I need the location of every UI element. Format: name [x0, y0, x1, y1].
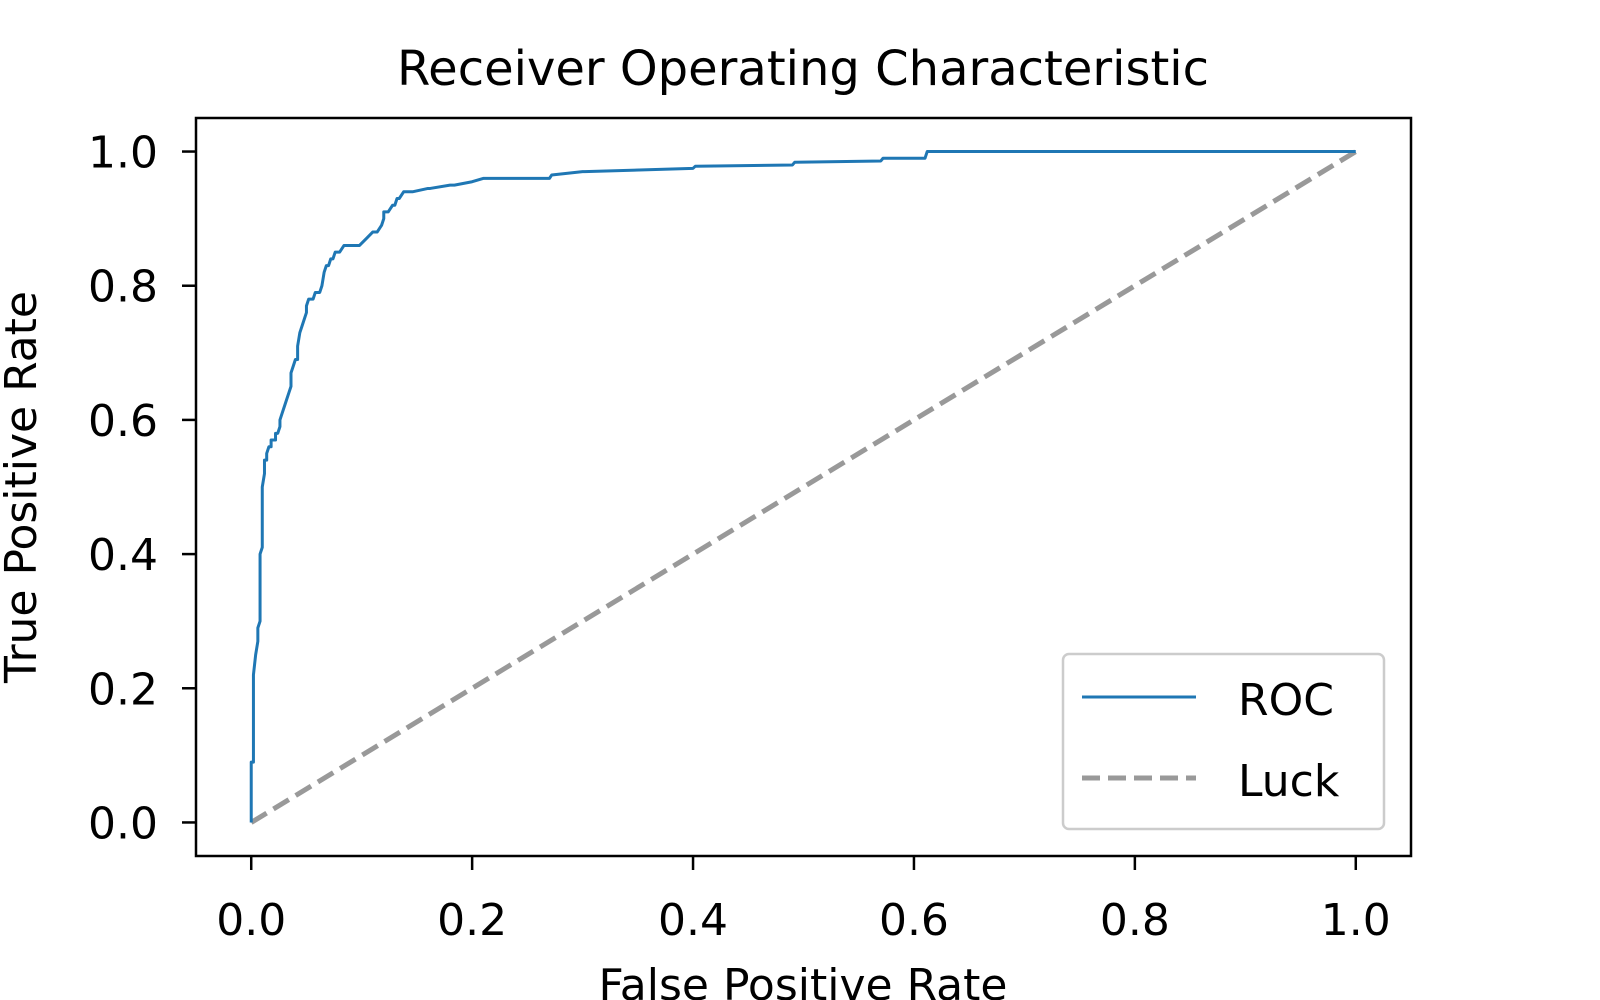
series-line-roc: [249, 150, 1356, 823]
series-line-luck: [249, 149, 1358, 825]
chart-title: Receiver Operating Characteristic: [397, 41, 1209, 97]
legend: ROC Luck: [1061, 652, 1386, 831]
x-tick-label: 0.6: [879, 895, 949, 946]
x-tick-label: 1.0: [1321, 895, 1391, 946]
y-tick-label: 0.2: [88, 664, 158, 715]
x-tick-label: 0.0: [216, 895, 286, 946]
y-tick-label: 0.6: [88, 396, 158, 447]
x-axis: 0.0 0.2 0.4 0.6 0.8 1.0: [216, 856, 1391, 946]
y-axis: 0.0 0.2 0.4 0.6 0.8 1.0: [88, 128, 196, 849]
plot-area: [249, 149, 1358, 825]
y-tick-label: 0.4: [88, 530, 158, 581]
y-tick-label: 0.8: [88, 262, 158, 313]
x-tick-label: 0.2: [437, 895, 507, 946]
plot-frame: [194, 116, 1413, 858]
legend-label-luck: Luck: [1238, 756, 1340, 807]
y-tick-label: 0.0: [88, 798, 158, 849]
x-axis-label: False Positive Rate: [599, 960, 1008, 1000]
y-axis-label: True Positive Rate: [0, 291, 47, 684]
y-tick-label: 1.0: [88, 128, 158, 179]
x-tick-label: 0.4: [658, 895, 728, 946]
legend-label-roc: ROC: [1238, 675, 1334, 726]
x-tick-label: 0.8: [1100, 895, 1170, 946]
